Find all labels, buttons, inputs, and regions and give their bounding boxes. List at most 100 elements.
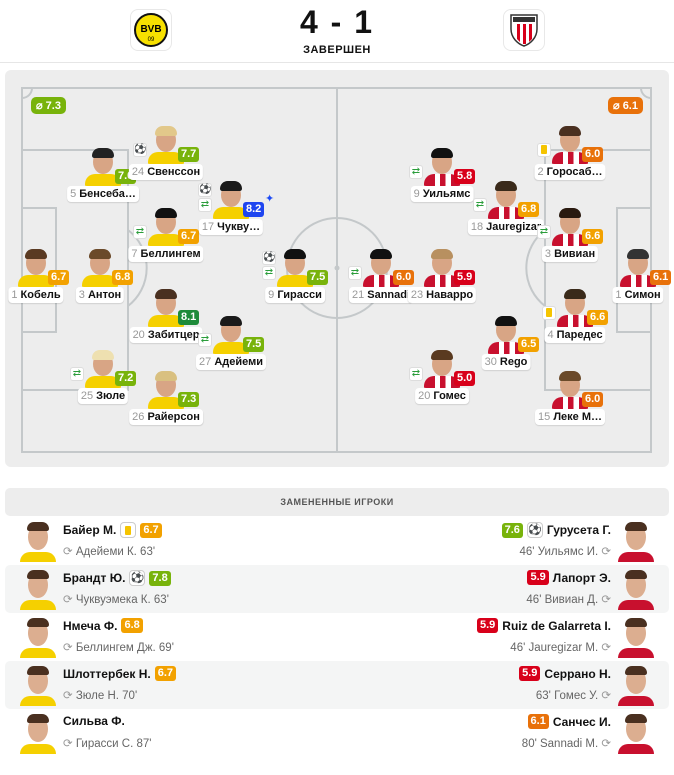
player-photo bbox=[17, 664, 59, 706]
replaced-player: ⟳ Гирасси С. 87' bbox=[63, 736, 151, 750]
player-name: Симон bbox=[624, 289, 661, 301]
event-badge: ⇄ bbox=[409, 367, 423, 381]
away-substitute[interactable]: 5.9 Серрано Н. 63' Гомес У. ⟳ bbox=[339, 661, 669, 709]
player-photo bbox=[146, 124, 186, 164]
player-photo bbox=[550, 124, 590, 164]
shirt-number: 20 bbox=[132, 329, 145, 341]
player-name-label: 20 Забитцер bbox=[129, 327, 203, 343]
replaced-player: 63' Гомес У. ⟳ bbox=[536, 688, 611, 702]
player-name: Бенсеба… bbox=[79, 188, 136, 200]
player-photo bbox=[17, 568, 59, 610]
substitution-row: Брандт Ю. ⚽ 7.8 ⟳ Чуквуэмека К. 63' 5.9 Лапор… bbox=[5, 565, 669, 613]
away-substitute[interactable]: 5.9 Лапорт Э. 46' Вивиан Д. ⟳ bbox=[339, 565, 669, 613]
player-rating: 7.2 bbox=[115, 371, 137, 386]
substitute-name-line: Байер М. 6.7 bbox=[63, 522, 162, 538]
replaced-player: ⟳ Зюле Н. 70' bbox=[63, 688, 137, 702]
player-name: Райерсон bbox=[147, 411, 200, 423]
player-name: Rego bbox=[499, 356, 528, 368]
player-name: Наварро bbox=[426, 289, 474, 301]
player-rating: 6.6 bbox=[582, 229, 604, 244]
event-badge: ⇄ bbox=[409, 165, 423, 179]
player-name-label: 1 Кобель bbox=[8, 287, 64, 303]
shirt-number: 3 bbox=[544, 248, 552, 260]
player-name-label: 1 Симон bbox=[612, 287, 664, 303]
substitution-icon: ⇄ bbox=[411, 166, 421, 177]
substitute-rating: 6.7 bbox=[140, 522, 162, 538]
home-substitute[interactable]: Сильва Ф. ⟳ Гирасси С. 87' bbox=[5, 709, 335, 757]
player-name-label: 26 Райерсон bbox=[129, 409, 203, 425]
away-substitute[interactable]: 5.9 Ruiz de Galarreta I. 46' Jauregizar M.… bbox=[339, 613, 669, 661]
player-photo bbox=[486, 314, 526, 354]
home-team-logo[interactable]: BVB 09 bbox=[130, 9, 172, 51]
player-name: Гирасси bbox=[277, 289, 322, 301]
player-rating: 6.7 bbox=[178, 229, 200, 244]
substitution-icon: ⟳ bbox=[63, 594, 73, 606]
substitute-name: Гурусета Г. bbox=[546, 523, 611, 537]
replaced-player: 46' Уильямс И. ⟳ bbox=[520, 544, 611, 558]
player-photo bbox=[17, 712, 59, 754]
home-substitute[interactable]: Брандт Ю. ⚽ 7.8 ⟳ Чуквуэмека К. 63' bbox=[5, 565, 335, 613]
replaced-player-text: 63' Гомес У. bbox=[535, 690, 599, 702]
player-name-label: 20 Гомес bbox=[415, 388, 469, 404]
substitution-icon: ⇄ bbox=[411, 368, 421, 379]
player-rating: 5.8 bbox=[454, 169, 476, 184]
player-photo bbox=[550, 206, 590, 246]
player-name-label: 23 Наварро bbox=[407, 287, 477, 303]
player-name-label: 27 Адейеми bbox=[196, 354, 266, 370]
athletic-crest-icon bbox=[510, 14, 538, 47]
replaced-player: 46' Jauregizar M. ⟳ bbox=[510, 640, 611, 654]
player-photo bbox=[211, 179, 251, 219]
substitution-row: Шлоттербек Н. 6.7 ⟳ Зюле Н. 70' 5.9 Серрано … bbox=[5, 661, 669, 709]
player-name-label: 25 Зюле bbox=[77, 388, 129, 404]
player-rating: 6.1 bbox=[650, 270, 672, 285]
player-name-label: 30 Rego bbox=[481, 354, 531, 370]
player-photo bbox=[80, 247, 120, 287]
substitute-name: Ruiz de Galarreta I. bbox=[502, 618, 611, 633]
player-photo bbox=[555, 287, 595, 327]
shirt-number: 1 bbox=[11, 289, 18, 301]
substitution-icon: ⇄ bbox=[539, 226, 549, 237]
substitute-rating: 6.8 bbox=[121, 618, 143, 633]
player-name: Уильямс bbox=[422, 188, 471, 200]
substitute-name: Санчес И. bbox=[552, 714, 611, 729]
player-photo bbox=[146, 206, 186, 246]
player-name-label: 7 Беллингем bbox=[128, 246, 204, 262]
player-rating: 6.7 bbox=[48, 270, 70, 285]
substitution-icon: ⟳ bbox=[63, 642, 73, 654]
lineup-pitch: ⌀ 7.3 ⌀ 6.1 6.7 1 Кобель 7.0 5 Бенсеба… 7.7 ⚽… bbox=[5, 70, 672, 467]
replaced-player-text: Адейеми К. 63' bbox=[75, 546, 156, 558]
home-substitute[interactable]: Шлоттербек Н. 6.7 ⟳ Зюле Н. 70' bbox=[5, 661, 335, 709]
replaced-player-text: Беллингем Дж. 69' bbox=[75, 642, 174, 654]
bvb-crest-icon: BVB 09 bbox=[134, 13, 168, 47]
shirt-number: 3 bbox=[78, 289, 85, 301]
shirt-number: 5 bbox=[70, 188, 77, 200]
away-average-rating: ⌀ 6.1 bbox=[608, 97, 643, 114]
replaced-player-text: Зюле Н. 70' bbox=[75, 690, 138, 702]
goal-ball-icon: ⚽ bbox=[528, 524, 542, 536]
player-name-label: 4 Паредес bbox=[544, 327, 606, 343]
shirt-number: 23 bbox=[410, 289, 424, 301]
player-photo bbox=[615, 712, 657, 754]
away-team-logo[interactable] bbox=[503, 9, 545, 51]
away-substitute[interactable]: 7.6 ⚽ Гурусета Г. 46' Уильямс И. ⟳ bbox=[339, 517, 669, 565]
substitute-name: Шлоттербек Н. bbox=[63, 666, 151, 681]
event-badge: ⇄ bbox=[262, 266, 276, 280]
home-substitute[interactable]: Нмеча Ф. 6.8 ⟳ Беллингем Дж. 69' bbox=[5, 613, 335, 661]
away-substitute[interactable]: 6.1 Санчес И. 80' Sannadi M. ⟳ bbox=[339, 709, 669, 757]
home-substitute[interactable]: Байер М. 6.7 ⟳ Адейеми К. 63' bbox=[5, 517, 335, 565]
substitution-icon: ⇄ bbox=[475, 199, 485, 210]
goal-ball-icon: ⚽ bbox=[263, 252, 276, 263]
player-photo bbox=[615, 568, 657, 610]
event-badge: ⚽ bbox=[526, 522, 543, 538]
shirt-number: 1 bbox=[615, 289, 622, 301]
player-rating: 6.0 bbox=[393, 270, 415, 285]
substitute-name-line: 5.9 Ruiz de Galarreta I. bbox=[477, 618, 611, 633]
event-badge: ⚽ bbox=[133, 143, 147, 157]
player-name: Jauregizar bbox=[486, 221, 542, 233]
match-header: BVB 09 4 - 1 ЗАВЕРШЕН bbox=[0, 0, 674, 63]
player-rating: 6.5 bbox=[518, 337, 540, 352]
shirt-number: 25 bbox=[80, 390, 94, 402]
shirt-number: 27 bbox=[199, 356, 212, 368]
shirt-number: 4 bbox=[547, 329, 554, 341]
substitution-row: Нмеча Ф. 6.8 ⟳ Беллингем Дж. 69' 5.9 Ruiz de… bbox=[5, 613, 669, 661]
